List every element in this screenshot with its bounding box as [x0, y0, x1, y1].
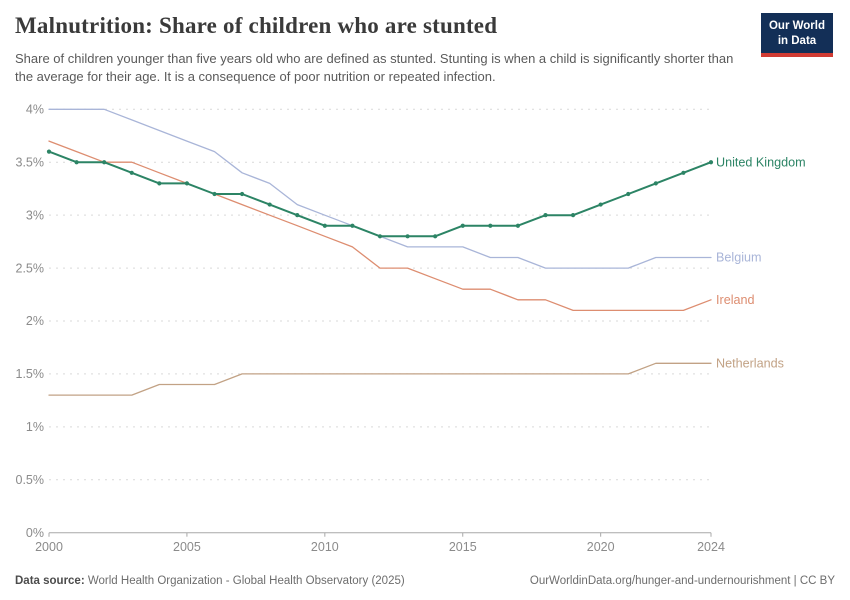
x-tick-label: 2005 — [173, 540, 201, 554]
y-tick-label: 3.5% — [16, 155, 45, 169]
series-label-ireland[interactable]: Ireland — [716, 293, 755, 307]
y-tick-label: 4% — [26, 103, 44, 117]
owid-logo-line2: in Data — [777, 34, 817, 47]
y-tick-label: 0% — [26, 526, 44, 540]
series-marker-united-kingdom — [322, 223, 327, 228]
data-source: Data source: World Health Organization -… — [15, 575, 405, 587]
series-marker-united-kingdom — [267, 202, 272, 207]
x-tick-label: 2000 — [35, 540, 63, 554]
series-line-belgium[interactable] — [48, 108, 712, 269]
series-line-united-kingdom[interactable] — [48, 150, 712, 238]
series-marker-united-kingdom — [212, 191, 217, 197]
series-line-ireland[interactable] — [48, 140, 712, 312]
series-marker-united-kingdom — [239, 191, 245, 197]
y-tick-label: 2.5% — [16, 261, 45, 275]
series-marker-united-kingdom — [377, 234, 383, 239]
series-marker-united-kingdom — [350, 223, 355, 228]
page-title: Malnutrition: Share of children who are … — [15, 13, 498, 38]
series-marker-united-kingdom — [157, 181, 162, 186]
series-marker-united-kingdom — [405, 234, 410, 239]
series-marker-united-kingdom — [570, 213, 576, 218]
series-label-belgium[interactable]: Belgium — [716, 251, 762, 265]
series-marker-united-kingdom — [515, 223, 521, 228]
chart-subtitle: Share of children younger than five year… — [15, 51, 734, 85]
series-marker-united-kingdom — [74, 160, 79, 165]
y-tick-label: 3% — [26, 208, 44, 222]
x-tick-label: 2015 — [449, 540, 477, 554]
x-tick-label: 2024 — [697, 540, 725, 554]
series-marker-united-kingdom — [46, 149, 52, 154]
series-marker-united-kingdom — [102, 160, 107, 165]
series-marker-united-kingdom — [184, 181, 190, 186]
series-marker-united-kingdom — [653, 181, 658, 186]
series-marker-united-kingdom — [681, 170, 686, 175]
owid-logo-line1: Our World — [768, 20, 825, 32]
y-tick-label: 1% — [26, 420, 44, 434]
series-marker-united-kingdom — [626, 191, 631, 197]
series-line-netherlands[interactable] — [48, 362, 712, 396]
y-tick-label: 2% — [26, 314, 44, 328]
series-marker-united-kingdom — [129, 170, 134, 175]
y-tick-label: 0.5% — [16, 473, 45, 487]
series-label-netherlands[interactable]: Netherlands — [716, 357, 784, 371]
data-source-label: Data source: — [15, 575, 85, 587]
series-label-united-kingdom[interactable]: United Kingdom — [716, 155, 806, 169]
series-marker-united-kingdom — [295, 213, 300, 218]
series-marker-united-kingdom — [543, 213, 548, 218]
data-source-value: World Health Organization - Global Healt… — [84, 575, 405, 587]
series-marker-united-kingdom — [460, 223, 465, 228]
series-marker-united-kingdom — [433, 234, 438, 239]
series-marker-united-kingdom — [598, 202, 603, 207]
x-tick-label: 2020 — [587, 540, 615, 554]
y-tick-label: 1.5% — [16, 367, 45, 381]
owid-logo: Our World in Data — [761, 13, 833, 57]
attribution-link[interactable]: OurWorldinData.org/hunger-and-undernouri… — [529, 575, 835, 587]
x-tick-label: 2010 — [311, 540, 339, 554]
series-marker-united-kingdom — [708, 160, 714, 165]
series-marker-united-kingdom — [488, 223, 493, 228]
chart-footer: Data source: World Health Organization -… — [15, 575, 835, 587]
